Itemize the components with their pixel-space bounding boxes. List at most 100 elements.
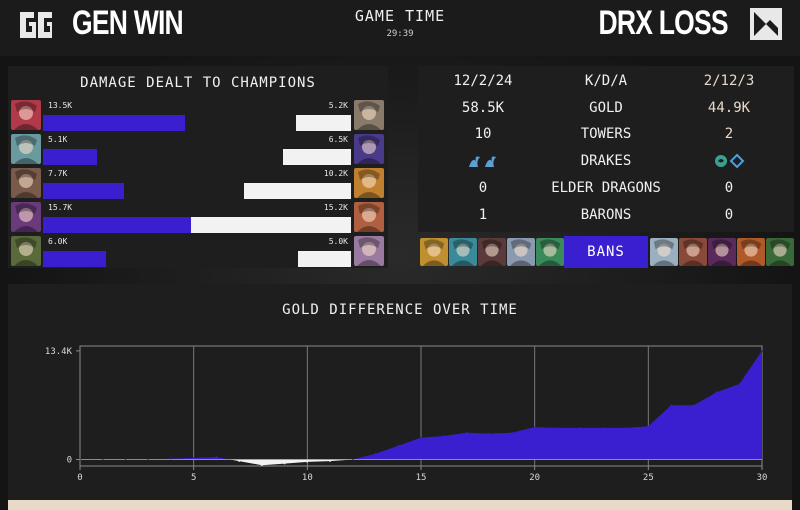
right-team-stat: 2 bbox=[724, 126, 734, 143]
right-damage-value: 10.2K bbox=[323, 169, 348, 178]
banned-champion-icon bbox=[507, 238, 535, 266]
gold-data-point bbox=[670, 404, 672, 406]
gold-data-point bbox=[511, 432, 513, 434]
bans-strip: BANS bbox=[418, 236, 794, 268]
gold-data-point bbox=[215, 456, 218, 458]
gold-data-point bbox=[283, 462, 286, 465]
right-damage-bar bbox=[296, 115, 351, 131]
left-team-stat bbox=[438, 153, 528, 173]
damage-panel-title: DAMAGE DEALT TO CHAMPIONS bbox=[80, 75, 316, 91]
damage-row: 6.0K 5.0K bbox=[8, 236, 388, 268]
right-team-stat: 44.9K bbox=[707, 99, 751, 116]
stat-label: GOLD bbox=[589, 99, 623, 116]
right-team-stat: 0 bbox=[724, 179, 734, 196]
stat-label: K/D/A bbox=[584, 73, 628, 89]
gold-data-point bbox=[533, 426, 536, 428]
champion-portrait-icon bbox=[354, 100, 384, 130]
gold-data-point bbox=[261, 464, 263, 466]
banned-champion-icon bbox=[679, 238, 707, 266]
damage-row: 13.5K 5.2K bbox=[8, 100, 388, 132]
gold-difference-panel: GOLD DIFFERENCE OVER TIME 13.4K 0 0 5 10 15 20… bbox=[8, 284, 792, 500]
damage-panel: DAMAGE DEALT TO CHAMPIONS 13.5K 5.2K 5.1K 6… bbox=[8, 66, 388, 268]
gen-g-logo-icon bbox=[20, 12, 52, 38]
stat-label: DRAKES bbox=[580, 153, 632, 170]
x-tick-label: 0 bbox=[77, 473, 82, 483]
x-tick-label: 15 bbox=[416, 473, 427, 483]
game-clock: 29:39 bbox=[386, 29, 414, 39]
right-damage-bar bbox=[298, 251, 351, 267]
banned-champion-icon bbox=[420, 238, 448, 266]
left-damage-bar bbox=[43, 217, 208, 233]
stat-label: ELDER DRAGONS bbox=[551, 179, 661, 196]
gold-difference-chart: 13.4K 00 5 10 15 20 25 30 bbox=[45, 345, 767, 483]
banned-champion-icon bbox=[650, 238, 678, 266]
stat-row: 12/2/24 K/D/A 2/12/3 bbox=[418, 73, 794, 99]
gold-data-point bbox=[374, 453, 377, 455]
champion-portrait-icon bbox=[11, 100, 41, 130]
left-damage-value: 13.5K bbox=[48, 101, 73, 110]
gold-deficit-area bbox=[80, 459, 762, 466]
gold-lead-area bbox=[80, 350, 762, 460]
champion-portrait-icon bbox=[354, 236, 384, 266]
gold-data-point bbox=[352, 458, 354, 461]
banned-champion-icon bbox=[737, 238, 765, 266]
gold-data-point bbox=[579, 427, 581, 429]
game-time-label: GAME TIME bbox=[354, 7, 446, 25]
x-tick-label: 20 bbox=[529, 473, 540, 483]
y-tick-label: 0 bbox=[67, 456, 72, 466]
banned-champion-icon bbox=[449, 238, 477, 266]
gold-data-point bbox=[602, 427, 604, 429]
gold-data-point bbox=[647, 425, 650, 428]
left-damage-bar bbox=[43, 183, 124, 199]
x-tick-label: 5 bbox=[191, 473, 196, 483]
damage-row: 15.7K 15.2K bbox=[8, 202, 388, 234]
left-damage-bar bbox=[43, 251, 106, 267]
right-team-result: DRX LOSS bbox=[598, 4, 729, 42]
gold-data-point bbox=[124, 458, 127, 461]
left-team-stat: 1 bbox=[478, 206, 488, 223]
gold-data-point bbox=[442, 435, 445, 437]
team-stats-panel: 12/2/24 K/D/A 2/12/3 58.5K GOLD 44.9K 10 TOWERS… bbox=[418, 66, 794, 232]
left-team-stat: 12/2/24 bbox=[453, 73, 513, 89]
champion-portrait-icon bbox=[354, 168, 384, 198]
gold-data-point bbox=[306, 461, 309, 463]
bans-label: BANS bbox=[564, 236, 648, 268]
left-team-stat: 0 bbox=[478, 179, 488, 196]
gold-data-point bbox=[761, 350, 763, 352]
left-damage-bar bbox=[43, 149, 97, 165]
champion-portrait-icon bbox=[11, 134, 41, 164]
stat-row: 0 ELDER DRAGONS 0 bbox=[418, 180, 794, 206]
gold-data-point bbox=[147, 458, 149, 461]
right-damage-value: 15.2K bbox=[323, 203, 348, 212]
drx-logo-icon bbox=[750, 8, 782, 40]
right-damage-value: 5.0K bbox=[328, 237, 348, 246]
damage-row: 5.1K 6.5K bbox=[8, 134, 388, 166]
right-damage-value: 5.2K bbox=[328, 101, 348, 110]
gold-data-point bbox=[238, 460, 240, 462]
right-damage-bar bbox=[244, 183, 351, 199]
gold-data-point bbox=[101, 458, 104, 461]
stat-row: 1 BARONS 0 bbox=[418, 207, 794, 233]
stat-label: BARONS bbox=[580, 206, 632, 223]
left-damage-bar bbox=[43, 115, 185, 131]
banned-champion-icon bbox=[536, 238, 564, 266]
champion-portrait-icon bbox=[354, 202, 384, 232]
left-damage-value: 7.7K bbox=[48, 169, 68, 178]
left-team-result: GEN WIN bbox=[72, 4, 184, 42]
gold-data-point bbox=[420, 436, 422, 439]
gold-data-point bbox=[693, 404, 695, 406]
champion-portrait-icon bbox=[11, 236, 41, 266]
banned-champion-icon bbox=[478, 238, 506, 266]
bottom-strip bbox=[8, 500, 792, 510]
y-tick-label: 13.4K bbox=[45, 347, 73, 357]
gold-data-point bbox=[329, 460, 331, 462]
right-team-stat: 2/12/3 bbox=[703, 73, 755, 89]
stat-label: TOWERS bbox=[580, 126, 632, 143]
right-team-stat: 0 bbox=[724, 206, 734, 223]
left-team-stat: 10 bbox=[474, 126, 492, 143]
scoreboard-header: GEN WIN GAME TIME 29:39 DRX LOSS bbox=[0, 0, 800, 56]
stat-row: 58.5K GOLD 44.9K bbox=[418, 100, 794, 126]
banned-champion-icon bbox=[708, 238, 736, 266]
gold-data-point bbox=[624, 427, 627, 429]
x-tick-label: 25 bbox=[643, 473, 654, 483]
